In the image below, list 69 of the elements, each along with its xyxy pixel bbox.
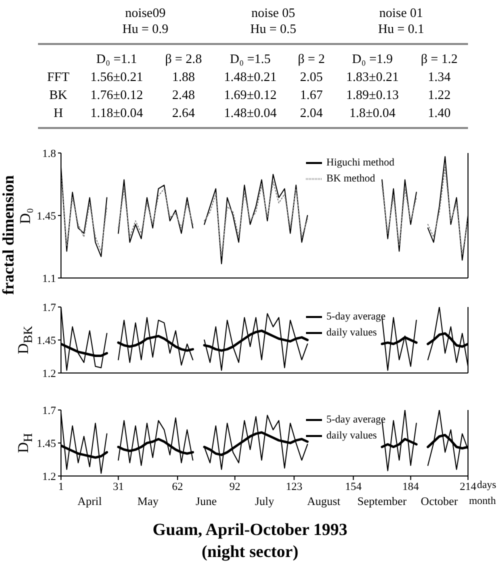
text: 1.40 (428, 105, 451, 120)
y-tick-label: 1.45 (36, 210, 56, 222)
category-label: BK (49, 87, 68, 102)
text: October (420, 496, 458, 508)
legend-label: 5-day average (326, 311, 386, 322)
x-tick-label: 92 (229, 480, 240, 493)
text: month (469, 496, 496, 507)
y-tick-label: 1.45 (36, 334, 56, 347)
text: 1.89±0.13 (346, 87, 399, 102)
y-tick-label: 1.2 (42, 470, 56, 483)
text: 1.88 (172, 69, 195, 84)
text: Guam, April-October 1993 (152, 520, 348, 540)
text: Hu = 0.1 (377, 21, 426, 37)
text: September (357, 496, 407, 508)
text: (night sector) (200, 542, 300, 562)
text: 1.76±0.12 (90, 87, 143, 102)
text: noise09 (124, 5, 167, 21)
x-tick-label: 214 (460, 480, 477, 493)
text: 2.64 (172, 105, 195, 120)
text: Hu = 0.9 (121, 21, 170, 37)
y-axis-title: D₀ (18, 207, 34, 224)
legend-label: BK method (326, 173, 376, 184)
legend-label: Higuchi method (326, 157, 394, 168)
category-label: D₀ =1.1 (95, 51, 138, 67)
legend-label: 5-day average (326, 414, 386, 426)
text: 1.18±0.04 (90, 105, 143, 120)
text: May (137, 496, 158, 508)
y-tick-label: 1.1 (42, 272, 56, 285)
x-tick-label: 1 (58, 480, 64, 493)
text: 1.22 (428, 87, 451, 102)
text: Hu = 0.5 (249, 21, 298, 37)
y-tick-label: 1.7 (42, 404, 56, 417)
text: 1.56±0.21 (90, 69, 143, 84)
x-axis-title: days (477, 480, 496, 491)
legend-label: daily values (326, 327, 377, 338)
category-label: β = 2 (296, 51, 326, 67)
x-tick-label: 184 (402, 480, 420, 493)
x-tick-label: 154 (345, 480, 362, 493)
text: April (78, 496, 102, 508)
text: July (254, 496, 274, 508)
x-tick-label: 31 (112, 480, 124, 493)
category-label: D₀ =1.9 (351, 51, 394, 67)
category-label: β = 2.8 (164, 51, 203, 67)
text: 2.04 (300, 105, 323, 120)
text: noise 01 (378, 5, 424, 21)
text: 1.8±0.04 (349, 105, 396, 120)
text: June (196, 496, 217, 508)
y-tick-label: 1.8 (42, 148, 56, 160)
x-tick-label: 123 (286, 480, 303, 493)
category-label: H (54, 105, 63, 120)
category-label: D₀ =1.5 (228, 51, 272, 67)
text: 1.48±0.04 (224, 105, 277, 120)
text: 1.48±0.21 (224, 69, 277, 84)
category-label: β = 1.2 (420, 51, 459, 67)
text: fractal dimension (0, 175, 18, 295)
text: 2.48 (172, 87, 195, 102)
y-tick-label: 1.7 (42, 302, 56, 314)
legend-label: daily values (326, 430, 377, 442)
text: 2.05 (300, 69, 323, 84)
y-tick-label: 1.45 (36, 438, 56, 450)
text: 1.83±0.21 (346, 69, 399, 84)
text: 1.69±0.12 (224, 87, 277, 102)
text: 1.67 (300, 87, 323, 102)
category-label: FFT (47, 69, 70, 84)
text: 1.34 (428, 69, 451, 84)
text: noise 05 (250, 5, 296, 21)
x-tick-label: 62 (172, 480, 184, 493)
text: August (307, 496, 340, 508)
y-tick-label: 1.2 (42, 368, 56, 380)
